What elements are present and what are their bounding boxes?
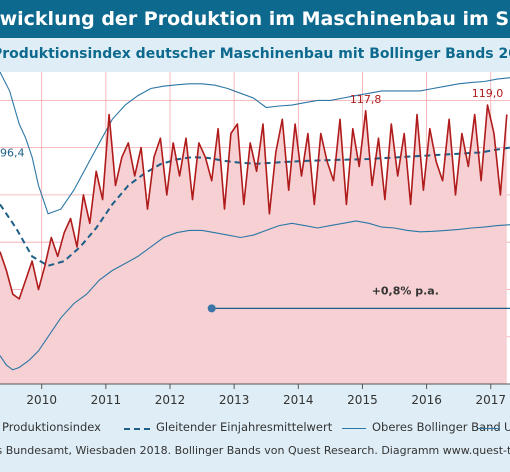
x-tick-label: 2017	[475, 393, 506, 407]
chart-subtitle: Produktionsindex deutscher Maschinenbau …	[0, 46, 510, 62]
chart-title: Entwicklung der Produktion im Maschinenb…	[0, 0, 510, 38]
x-tick-label: 2013	[219, 393, 250, 407]
legend-lower-band-label: U	[504, 420, 510, 434]
x-tick-label: 2014	[283, 393, 314, 407]
x-tick-label: 2010	[26, 393, 57, 407]
legend-moving-avg-label: Gleitender Einjahresmittelwert	[156, 420, 333, 434]
legend-lower-band-swatch	[478, 428, 500, 429]
legend-moving-avg-swatch	[124, 428, 150, 430]
value-annotation: 96,4	[0, 147, 25, 160]
source-note: Quelle: Statistisches Bundesamt, Wiesbad…	[0, 444, 510, 457]
legend: Produktionsindex Gleitender Einjahresmit…	[0, 416, 510, 438]
value-annotation: 119,0	[472, 87, 504, 100]
produktionsindex-area	[0, 105, 507, 384]
trend-start-dot	[207, 304, 216, 313]
produktionsindex-line	[0, 104, 508, 300]
x-tick-label: 2016	[411, 393, 442, 407]
legend-upper-band-swatch	[342, 428, 366, 429]
upper-bollinger-band-line	[0, 72, 510, 215]
x-axis-ticks: 2010 2011 2012 2013 2014 2015 2016 2017	[0, 383, 510, 407]
trend-label: +0,8% p.a.	[372, 284, 439, 297]
x-tick-label: 2015	[347, 393, 378, 407]
x-tick-label: 2012	[155, 393, 186, 407]
legend-upper-band-label: Oberes Bollinger Band	[372, 420, 501, 434]
lower-bollinger-band-line	[0, 220, 510, 371]
value-annotation: 117,8	[350, 93, 382, 106]
legend-produktion-label: Produktionsindex	[2, 420, 101, 434]
x-tick-label: 2011	[91, 393, 122, 407]
chart-marks: +0,8% p.a. 96,4 117,8 119,0	[0, 72, 510, 384]
source-text: Quelle: Statistisches Bundesamt, Wiesbad…	[0, 444, 510, 457]
